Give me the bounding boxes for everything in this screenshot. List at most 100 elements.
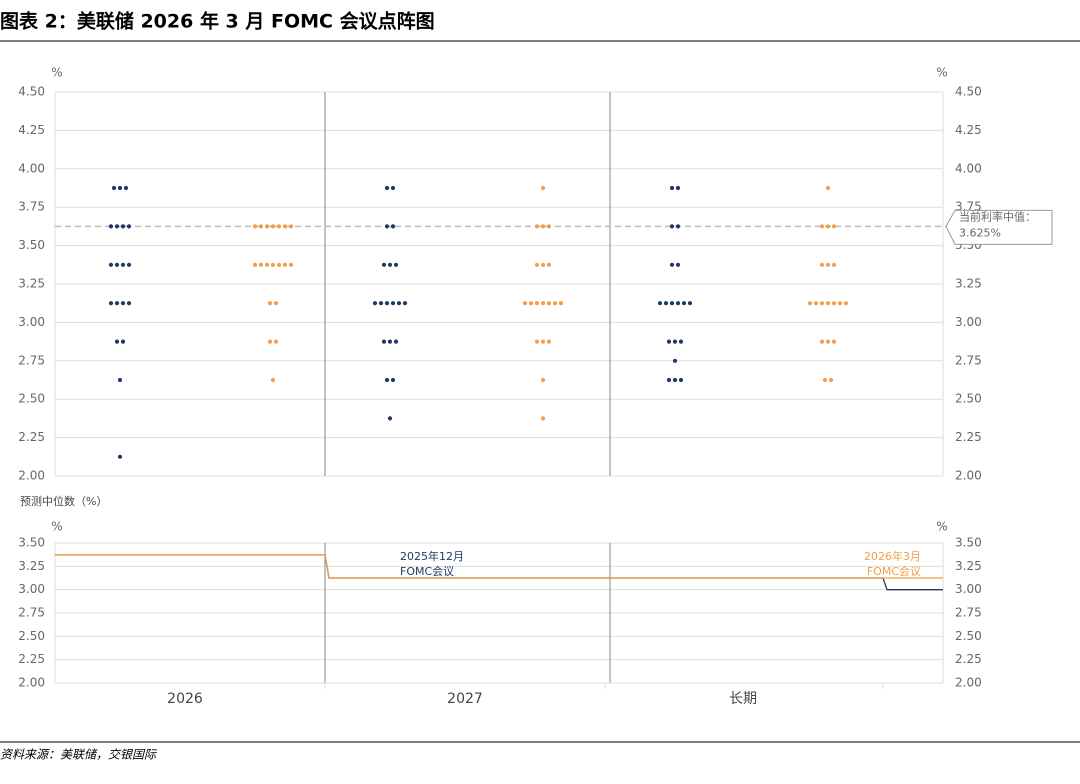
y-tick-label: 2.50 (18, 392, 45, 406)
y2-tick-label: 3.25 (955, 277, 982, 291)
y-tick-label: 2.25 (18, 652, 45, 666)
dot (270, 377, 276, 383)
dot (264, 224, 270, 229)
dot (681, 301, 687, 306)
dot (807, 301, 813, 306)
y2-tick-label: 3.50 (955, 536, 982, 550)
dot (552, 301, 558, 306)
dot (540, 301, 546, 306)
reference-label-line: 当前利率中值： (959, 209, 1036, 223)
x-tick-label: 2027 (447, 691, 483, 707)
y-tick-label: 3.75 (18, 200, 45, 214)
dot (390, 301, 396, 306)
dot (819, 339, 825, 344)
dot (117, 185, 123, 191)
dot (258, 224, 264, 229)
dot (267, 339, 273, 344)
dot (387, 416, 393, 421)
x-tick-label: 2026 (167, 691, 203, 707)
median-line (55, 554, 943, 579)
dot (546, 301, 552, 306)
dot (675, 262, 681, 267)
dot (267, 301, 273, 306)
dot (558, 301, 564, 306)
dot (663, 301, 669, 306)
panel-title: 预测中位数（%） (20, 494, 107, 508)
dot (120, 262, 126, 267)
dot (264, 262, 270, 267)
dot (381, 339, 387, 344)
y2-tick-label: 2.00 (955, 676, 982, 690)
dot (669, 262, 675, 267)
dot (387, 339, 393, 344)
dot (282, 262, 288, 267)
dot (534, 224, 540, 229)
dot (825, 185, 831, 191)
y-tick-label: 3.00 (18, 582, 45, 596)
dot (540, 416, 546, 421)
source: 资料来源：美联储，交银国际 (0, 748, 158, 762)
dot (126, 224, 132, 229)
dot (114, 224, 120, 229)
dot (111, 185, 117, 191)
dot (384, 377, 390, 383)
dot (390, 185, 396, 191)
y-tick-label: 2.25 (18, 430, 45, 444)
unit: % (51, 66, 62, 80)
y-tick-label: 2.00 (18, 469, 45, 483)
y-tick-label: 2.75 (18, 606, 45, 620)
dot (813, 301, 819, 306)
dot (288, 262, 294, 267)
dot (675, 224, 681, 229)
dot (669, 301, 675, 306)
dot (258, 262, 264, 267)
dot (390, 377, 396, 383)
dot (819, 262, 825, 267)
dot (678, 339, 684, 344)
dot (117, 454, 123, 459)
legend-label: 2026年3月 FOMC会议 (864, 549, 921, 578)
dot (666, 339, 672, 344)
legend-line: 2025年12月 (400, 549, 464, 563)
dot (114, 262, 120, 267)
unit: % (936, 66, 947, 80)
dot (669, 185, 675, 191)
dot (678, 377, 684, 383)
dot (114, 301, 120, 306)
dot (108, 224, 114, 229)
dot (372, 301, 378, 306)
dot (540, 224, 546, 229)
dot (540, 377, 546, 383)
dot (687, 301, 693, 306)
legend-line: 2026年3月 (864, 549, 921, 563)
y2-tick-label: 3.25 (955, 559, 982, 573)
dot (672, 339, 678, 344)
dot (672, 358, 678, 363)
dot (822, 377, 828, 383)
dot (114, 339, 120, 344)
dot (540, 262, 546, 267)
y2-tick-label: 2.00 (955, 469, 982, 483)
legend-line: FOMC会议 (400, 565, 454, 578)
dot (276, 262, 282, 267)
dot (843, 301, 849, 306)
dot (270, 224, 276, 229)
dot (393, 262, 399, 267)
y2-tick-label: 2.50 (955, 629, 982, 643)
y-tick-label: 3.25 (18, 277, 45, 291)
dot (381, 262, 387, 267)
y2-tick-label: 4.25 (955, 123, 982, 137)
dot (675, 185, 681, 191)
y2-tick-label: 2.50 (955, 392, 982, 406)
callout-box (945, 209, 1053, 245)
dot (384, 185, 390, 191)
dot (393, 339, 399, 344)
dot (825, 339, 831, 344)
dot (402, 301, 408, 306)
dot (378, 301, 384, 306)
y-tick-label: 3.25 (18, 559, 45, 573)
unit: % (936, 520, 947, 534)
unit: % (51, 520, 62, 534)
y2-tick-label: 3.00 (955, 315, 982, 329)
